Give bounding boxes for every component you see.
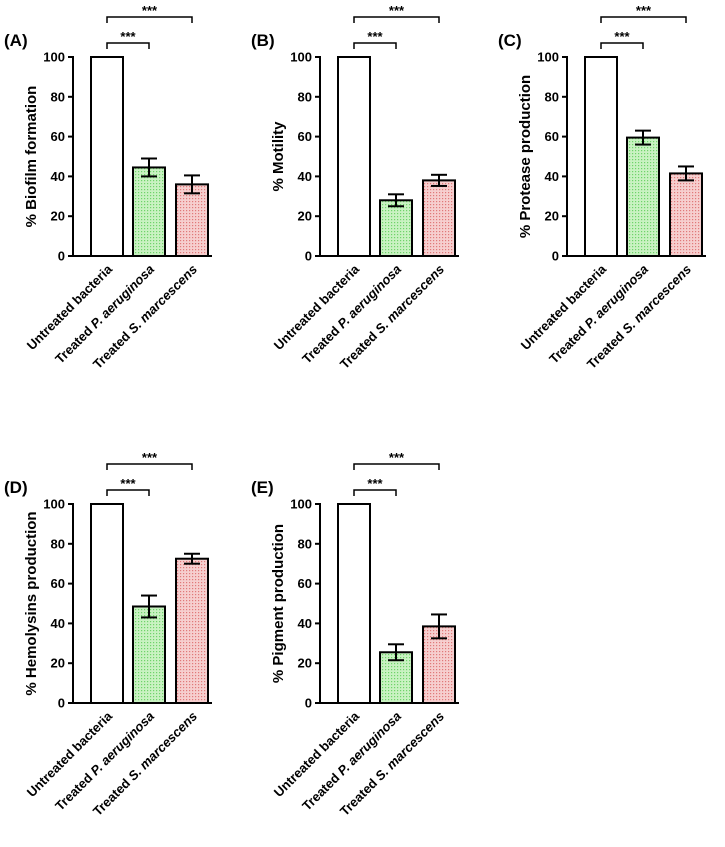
y-tick-label: 20 <box>298 656 312 671</box>
significance-bracket: *** <box>600 3 687 23</box>
significance-label: *** <box>367 29 383 44</box>
y-tick-label: 80 <box>545 89 559 104</box>
chart-panel-c: (C)% Protease production020406080100Untr… <box>498 3 706 372</box>
panel-label: (D) <box>4 478 28 497</box>
bar-untreated <box>337 56 371 257</box>
y-tick-label: 40 <box>298 616 312 631</box>
y-tick-label: 60 <box>298 576 312 591</box>
significance-bracket: *** <box>106 476 150 496</box>
significance-bracket: *** <box>106 450 193 470</box>
y-tick-label: 20 <box>298 209 312 224</box>
significance-label: *** <box>142 3 158 18</box>
bar-treated-pa <box>626 136 660 257</box>
y-tick-label: 40 <box>545 169 559 184</box>
error-bar <box>141 594 157 619</box>
panel-label: (C) <box>498 31 522 50</box>
y-tick-label: 80 <box>298 89 312 104</box>
error-bar <box>431 173 447 187</box>
y-tick-label: 100 <box>290 50 312 65</box>
y-tick-label: 60 <box>298 129 312 144</box>
chart-panel-a: (A)% Biofilm formation020406080100Untrea… <box>4 3 212 372</box>
significance-label: *** <box>389 450 405 465</box>
bar-untreated <box>337 503 371 704</box>
significance-label: *** <box>636 3 652 18</box>
category-prefix: Treated <box>90 326 136 372</box>
error-bar <box>141 157 157 178</box>
bar-untreated <box>584 56 618 257</box>
category-prefix: Treated <box>90 773 136 819</box>
bar-treated-sm <box>175 183 209 257</box>
bar-treated-sm <box>422 179 456 258</box>
y-tick-label: 0 <box>58 249 65 264</box>
chart-panel-e: (E)% Pigment production020406080100Untre… <box>251 450 459 819</box>
error-bar <box>388 643 404 662</box>
y-axis-label: % Protease production <box>517 75 534 238</box>
y-tick-label: 20 <box>51 656 65 671</box>
significance-label: *** <box>142 450 158 465</box>
y-tick-label: 40 <box>51 169 65 184</box>
y-tick-label: 100 <box>43 50 65 65</box>
significance-label: *** <box>120 29 136 44</box>
panel-label: (B) <box>251 31 275 50</box>
y-axis-label: % Hemolysins production <box>23 511 40 695</box>
y-tick-label: 0 <box>552 249 559 264</box>
significance-bracket: *** <box>353 476 397 496</box>
y-tick-label: 20 <box>51 209 65 224</box>
error-bar <box>431 613 447 640</box>
significance-bracket: *** <box>353 450 440 470</box>
significance-bracket: *** <box>106 3 193 23</box>
y-axis-label: % Motility <box>270 121 287 192</box>
y-tick-label: 40 <box>51 616 65 631</box>
y-tick-label: 40 <box>298 169 312 184</box>
bar-treated-sm <box>175 557 209 704</box>
bar-treated-pa <box>132 605 166 704</box>
y-tick-label: 80 <box>298 536 312 551</box>
significance-bracket: *** <box>353 3 440 23</box>
significance-label: *** <box>389 3 405 18</box>
y-axis-label: % Pigment production <box>270 524 287 683</box>
y-tick-label: 80 <box>51 89 65 104</box>
y-tick-label: 100 <box>290 497 312 512</box>
category-prefix: Treated <box>584 326 630 372</box>
significance-label: *** <box>120 476 136 491</box>
bar-untreated <box>90 503 124 704</box>
significance-bracket: *** <box>106 29 150 49</box>
significance-label: *** <box>367 476 383 491</box>
chart-panel-d: (D)% Hemolysins production020406080100Un… <box>4 450 212 819</box>
y-tick-label: 20 <box>545 209 559 224</box>
y-tick-label: 60 <box>51 129 65 144</box>
bar-untreated <box>90 56 124 257</box>
category-prefix: Treated <box>337 773 383 819</box>
panel-label: (A) <box>4 31 28 50</box>
y-tick-label: 100 <box>537 50 559 65</box>
y-axis-label: % Biofilm formation <box>23 86 40 228</box>
error-bar <box>635 129 651 146</box>
y-tick-label: 80 <box>51 536 65 551</box>
y-tick-label: 100 <box>43 497 65 512</box>
error-bar <box>184 552 200 565</box>
error-bar <box>184 174 200 195</box>
y-tick-label: 0 <box>305 249 312 264</box>
significance-label: *** <box>614 29 630 44</box>
bar-treated-sm <box>669 172 703 257</box>
category-prefix: Treated <box>337 326 383 372</box>
bar-treated-pa <box>379 199 413 257</box>
panel-label: (E) <box>251 478 274 497</box>
y-tick-label: 60 <box>51 576 65 591</box>
y-tick-label: 60 <box>545 129 559 144</box>
bar-treated-pa <box>132 166 166 258</box>
y-tick-label: 0 <box>58 696 65 711</box>
y-tick-label: 0 <box>305 696 312 711</box>
error-bar <box>388 193 404 208</box>
significance-bracket: *** <box>353 29 397 49</box>
significance-bracket: *** <box>600 29 644 49</box>
error-bar <box>678 165 694 182</box>
